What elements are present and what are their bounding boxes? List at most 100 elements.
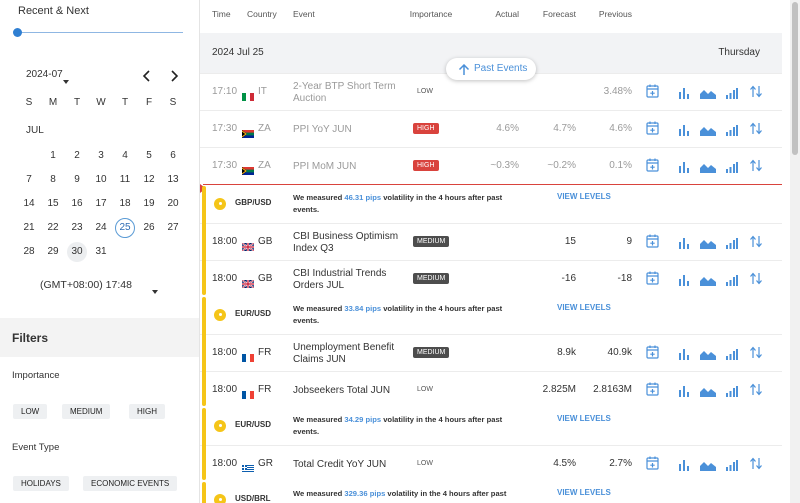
sort-arrows[interactable] [750, 457, 762, 470]
bar-chart[interactable] [679, 123, 690, 136]
rising-bars[interactable] [726, 236, 738, 249]
rising-bars[interactable] [726, 86, 738, 99]
day[interactable]: 28 [23, 246, 35, 257]
importance-filter[interactable]: MEDIUM [62, 404, 111, 419]
area-chart-svg [700, 239, 716, 249]
day[interactable]: 20 [167, 198, 179, 209]
day[interactable]: 11 [119, 174, 131, 185]
day[interactable]: 23 [71, 222, 83, 233]
rising-bars[interactable] [726, 160, 738, 173]
add-calendar[interactable] [646, 234, 659, 248]
timezone-select[interactable]: (GMT+08:00) 17:48 [40, 279, 132, 291]
day[interactable]: 4 [122, 150, 128, 161]
view-levels-link[interactable]: VIEW LEVELS [557, 192, 611, 201]
sort-arrows-svg [750, 159, 762, 171]
now-line [203, 184, 782, 185]
bar-chart[interactable] [679, 273, 690, 286]
sort-arrows[interactable] [750, 346, 762, 359]
rising-bars-svg [726, 385, 738, 397]
add-calendar[interactable] [646, 345, 659, 359]
day[interactable]: 16 [71, 198, 83, 209]
day[interactable]: 14 [23, 198, 35, 209]
recent-label: Recent & Next [18, 5, 89, 17]
add-calendar[interactable] [646, 158, 659, 172]
scrollbar-thumb[interactable] [792, 2, 798, 155]
sort-arrows[interactable] [750, 122, 762, 135]
day[interactable]: 6 [170, 150, 176, 161]
sort-arrows[interactable] [750, 159, 762, 172]
month-select[interactable]: 2024-07 [26, 69, 63, 80]
event-forecast: 4.7% [553, 122, 576, 134]
day[interactable]: 19 [143, 198, 155, 209]
next-month[interactable] [169, 69, 179, 82]
add-calendar[interactable] [646, 121, 659, 135]
day[interactable]: 15 [47, 198, 59, 209]
sort-arrows[interactable] [750, 235, 762, 248]
day[interactable]: 22 [47, 222, 59, 233]
add-calendar[interactable] [646, 382, 659, 396]
day[interactable]: 7 [26, 174, 32, 185]
area-chart[interactable] [700, 347, 716, 360]
day[interactable]: 31 [95, 246, 107, 257]
day[interactable]: 1 [50, 150, 56, 161]
bar-chart[interactable] [679, 384, 690, 397]
area-chart[interactable] [700, 384, 716, 397]
day[interactable]: 18 [119, 198, 131, 209]
rising-bars[interactable] [726, 273, 738, 286]
view-levels-link[interactable]: VIEW LEVELS [557, 488, 611, 497]
bar-chart[interactable] [679, 160, 690, 173]
area-chart[interactable] [700, 160, 716, 173]
rising-bars[interactable] [726, 384, 738, 397]
importance-filter[interactable]: LOW [13, 404, 48, 419]
event-type-filter[interactable]: ECONOMIC EVENTS [83, 476, 178, 491]
day[interactable]: 5 [146, 150, 152, 161]
area-chart[interactable] [700, 458, 716, 471]
sort-arrows[interactable] [750, 272, 762, 285]
add-calendar[interactable] [646, 84, 659, 98]
pin-dot [218, 313, 222, 316]
day[interactable]: 27 [167, 222, 179, 233]
note-text: We measured [293, 489, 345, 498]
view-levels-link[interactable]: VIEW LEVELS [557, 303, 611, 312]
row-divider [200, 445, 782, 446]
view-levels-link[interactable]: VIEW LEVELS [557, 414, 611, 423]
area-chart-svg [700, 461, 716, 471]
day[interactable]: 21 [23, 222, 35, 233]
bar-chart[interactable] [679, 347, 690, 360]
day[interactable]: 3 [98, 150, 104, 161]
sidebar [0, 0, 200, 503]
event-name: PPI MoM JUN [293, 160, 357, 172]
day[interactable]: 17 [95, 198, 107, 209]
day[interactable]: 13 [167, 174, 179, 185]
day[interactable]: 10 [95, 174, 107, 185]
rising-bars[interactable] [726, 458, 738, 471]
day[interactable]: 9 [74, 174, 80, 185]
day[interactable]: 8 [50, 174, 56, 185]
past-events-button[interactable]: Past Events [446, 58, 536, 80]
prev-month[interactable] [142, 69, 152, 82]
event-type-filter[interactable]: HOLIDAYS [13, 476, 69, 491]
slider-handle[interactable] [13, 28, 22, 37]
rising-bars[interactable] [726, 347, 738, 360]
area-chart[interactable] [700, 273, 716, 286]
area-chart[interactable] [700, 86, 716, 99]
bar-chart[interactable] [679, 86, 690, 99]
sort-arrows[interactable] [750, 85, 762, 98]
add-calendar[interactable] [646, 456, 659, 470]
day[interactable]: 26 [143, 222, 155, 233]
importance-filter[interactable]: HIGH [129, 404, 165, 419]
bar-chart[interactable] [679, 236, 690, 249]
day[interactable]: 12 [143, 174, 155, 185]
add-calendar[interactable] [646, 271, 659, 285]
rising-bars[interactable] [726, 123, 738, 136]
area-chart[interactable] [700, 236, 716, 249]
day[interactable]: 29 [47, 246, 59, 257]
area-chart[interactable] [700, 123, 716, 136]
sort-arrows[interactable] [750, 383, 762, 396]
day[interactable]: 30 [71, 246, 83, 257]
day[interactable]: 25 [119, 222, 131, 233]
event-name: CBI Industrial Trends Orders JUL [293, 267, 387, 291]
bar-chart[interactable] [679, 458, 690, 471]
day[interactable]: 24 [95, 222, 107, 233]
day[interactable]: 2 [74, 150, 80, 161]
